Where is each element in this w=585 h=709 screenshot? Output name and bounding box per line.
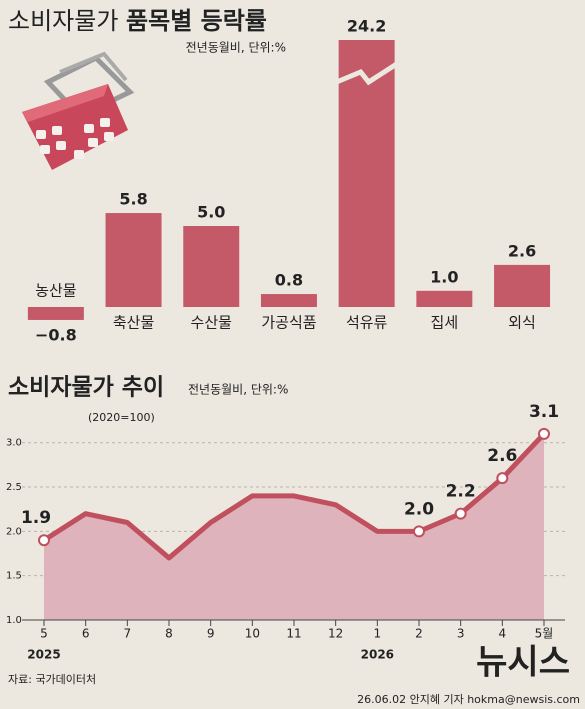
value-label: 5.8 <box>119 190 147 209</box>
value-label: 2.6 <box>487 446 517 466</box>
x-tick-label: 석유류 <box>346 314 388 332</box>
value-label: 2.2 <box>446 482 476 502</box>
x-tick-label: 10 <box>245 627 260 641</box>
year-label: 2026 <box>361 648 394 662</box>
x-tick-label: 9 <box>207 627 215 641</box>
marker <box>454 507 467 520</box>
x-tick-label: 4 <box>499 627 507 641</box>
bar <box>105 213 162 307</box>
x-tick-label: 축산물 <box>113 314 154 332</box>
x-tick-label: 7 <box>124 627 132 641</box>
x-tick-label: 5 <box>40 627 48 641</box>
year-label: 2025 <box>27 648 60 662</box>
y-tick-label: 2.0 <box>6 526 22 537</box>
bar <box>416 290 473 307</box>
x-tick-label: 가공식품 <box>261 314 316 332</box>
chart-title: 소비자물가 추이 <box>8 375 164 401</box>
bar <box>27 307 84 320</box>
bar <box>494 264 551 307</box>
value-label: 24.2 <box>347 17 386 36</box>
title-part: 품목별 등락률 <box>126 7 267 35</box>
x-tick-label: 집세 <box>431 314 459 332</box>
x-tick-label: 수산물 <box>191 314 232 332</box>
x-tick-label: 외식 <box>508 314 536 332</box>
x-tick-label: 5월 <box>535 627 554 641</box>
value-label: 5.0 <box>197 203 225 222</box>
subtitle: 전년동월비, 단위:% <box>188 383 288 397</box>
value-label: −0.8 <box>35 325 77 344</box>
title-part: 소비자물가 <box>8 7 126 35</box>
x-tick-label: 1 <box>374 627 382 641</box>
value-label: 2.0 <box>404 499 434 519</box>
credit: 26.06.02 안지혜 기자 hokma@newsis.com <box>357 693 580 706</box>
marker <box>38 534 50 547</box>
axis-break <box>335 61 399 86</box>
x-tick-label: 6 <box>82 627 90 641</box>
marker <box>496 472 509 485</box>
basket-icon <box>22 51 135 170</box>
value-label: 1.9 <box>21 508 51 528</box>
chart-title: 소비자물가 품목별 등락률 <box>8 7 267 35</box>
y-tick-label: 1.0 <box>6 615 22 626</box>
marker <box>538 427 550 440</box>
note: (2020=100) <box>88 411 155 424</box>
bar <box>183 226 240 307</box>
y-tick-label: 2.5 <box>6 482 22 493</box>
value-label: 0.8 <box>275 271 303 290</box>
bar <box>260 294 317 307</box>
x-tick-label: 3 <box>457 627 465 641</box>
y-tick-label: 3.0 <box>6 438 22 449</box>
marker <box>413 525 425 538</box>
x-tick-label: 8 <box>165 627 173 641</box>
x-tick-label: 2 <box>415 627 423 641</box>
source: 자료: 국가데이터처 <box>8 673 96 686</box>
y-tick-label: 1.5 <box>6 571 22 582</box>
subtitle: 전년동월비, 단위:% <box>186 41 286 55</box>
value-label: 3.1 <box>529 402 559 422</box>
x-tick-label: 농산물 <box>35 282 76 300</box>
value-label: 1.0 <box>430 267 458 286</box>
bar <box>338 40 395 307</box>
logo: 뉴시스 <box>476 643 570 683</box>
value-label: 2.6 <box>508 241 536 260</box>
x-tick-label: 12 <box>328 627 343 641</box>
area <box>44 433 544 620</box>
x-tick-label: 11 <box>286 627 301 641</box>
